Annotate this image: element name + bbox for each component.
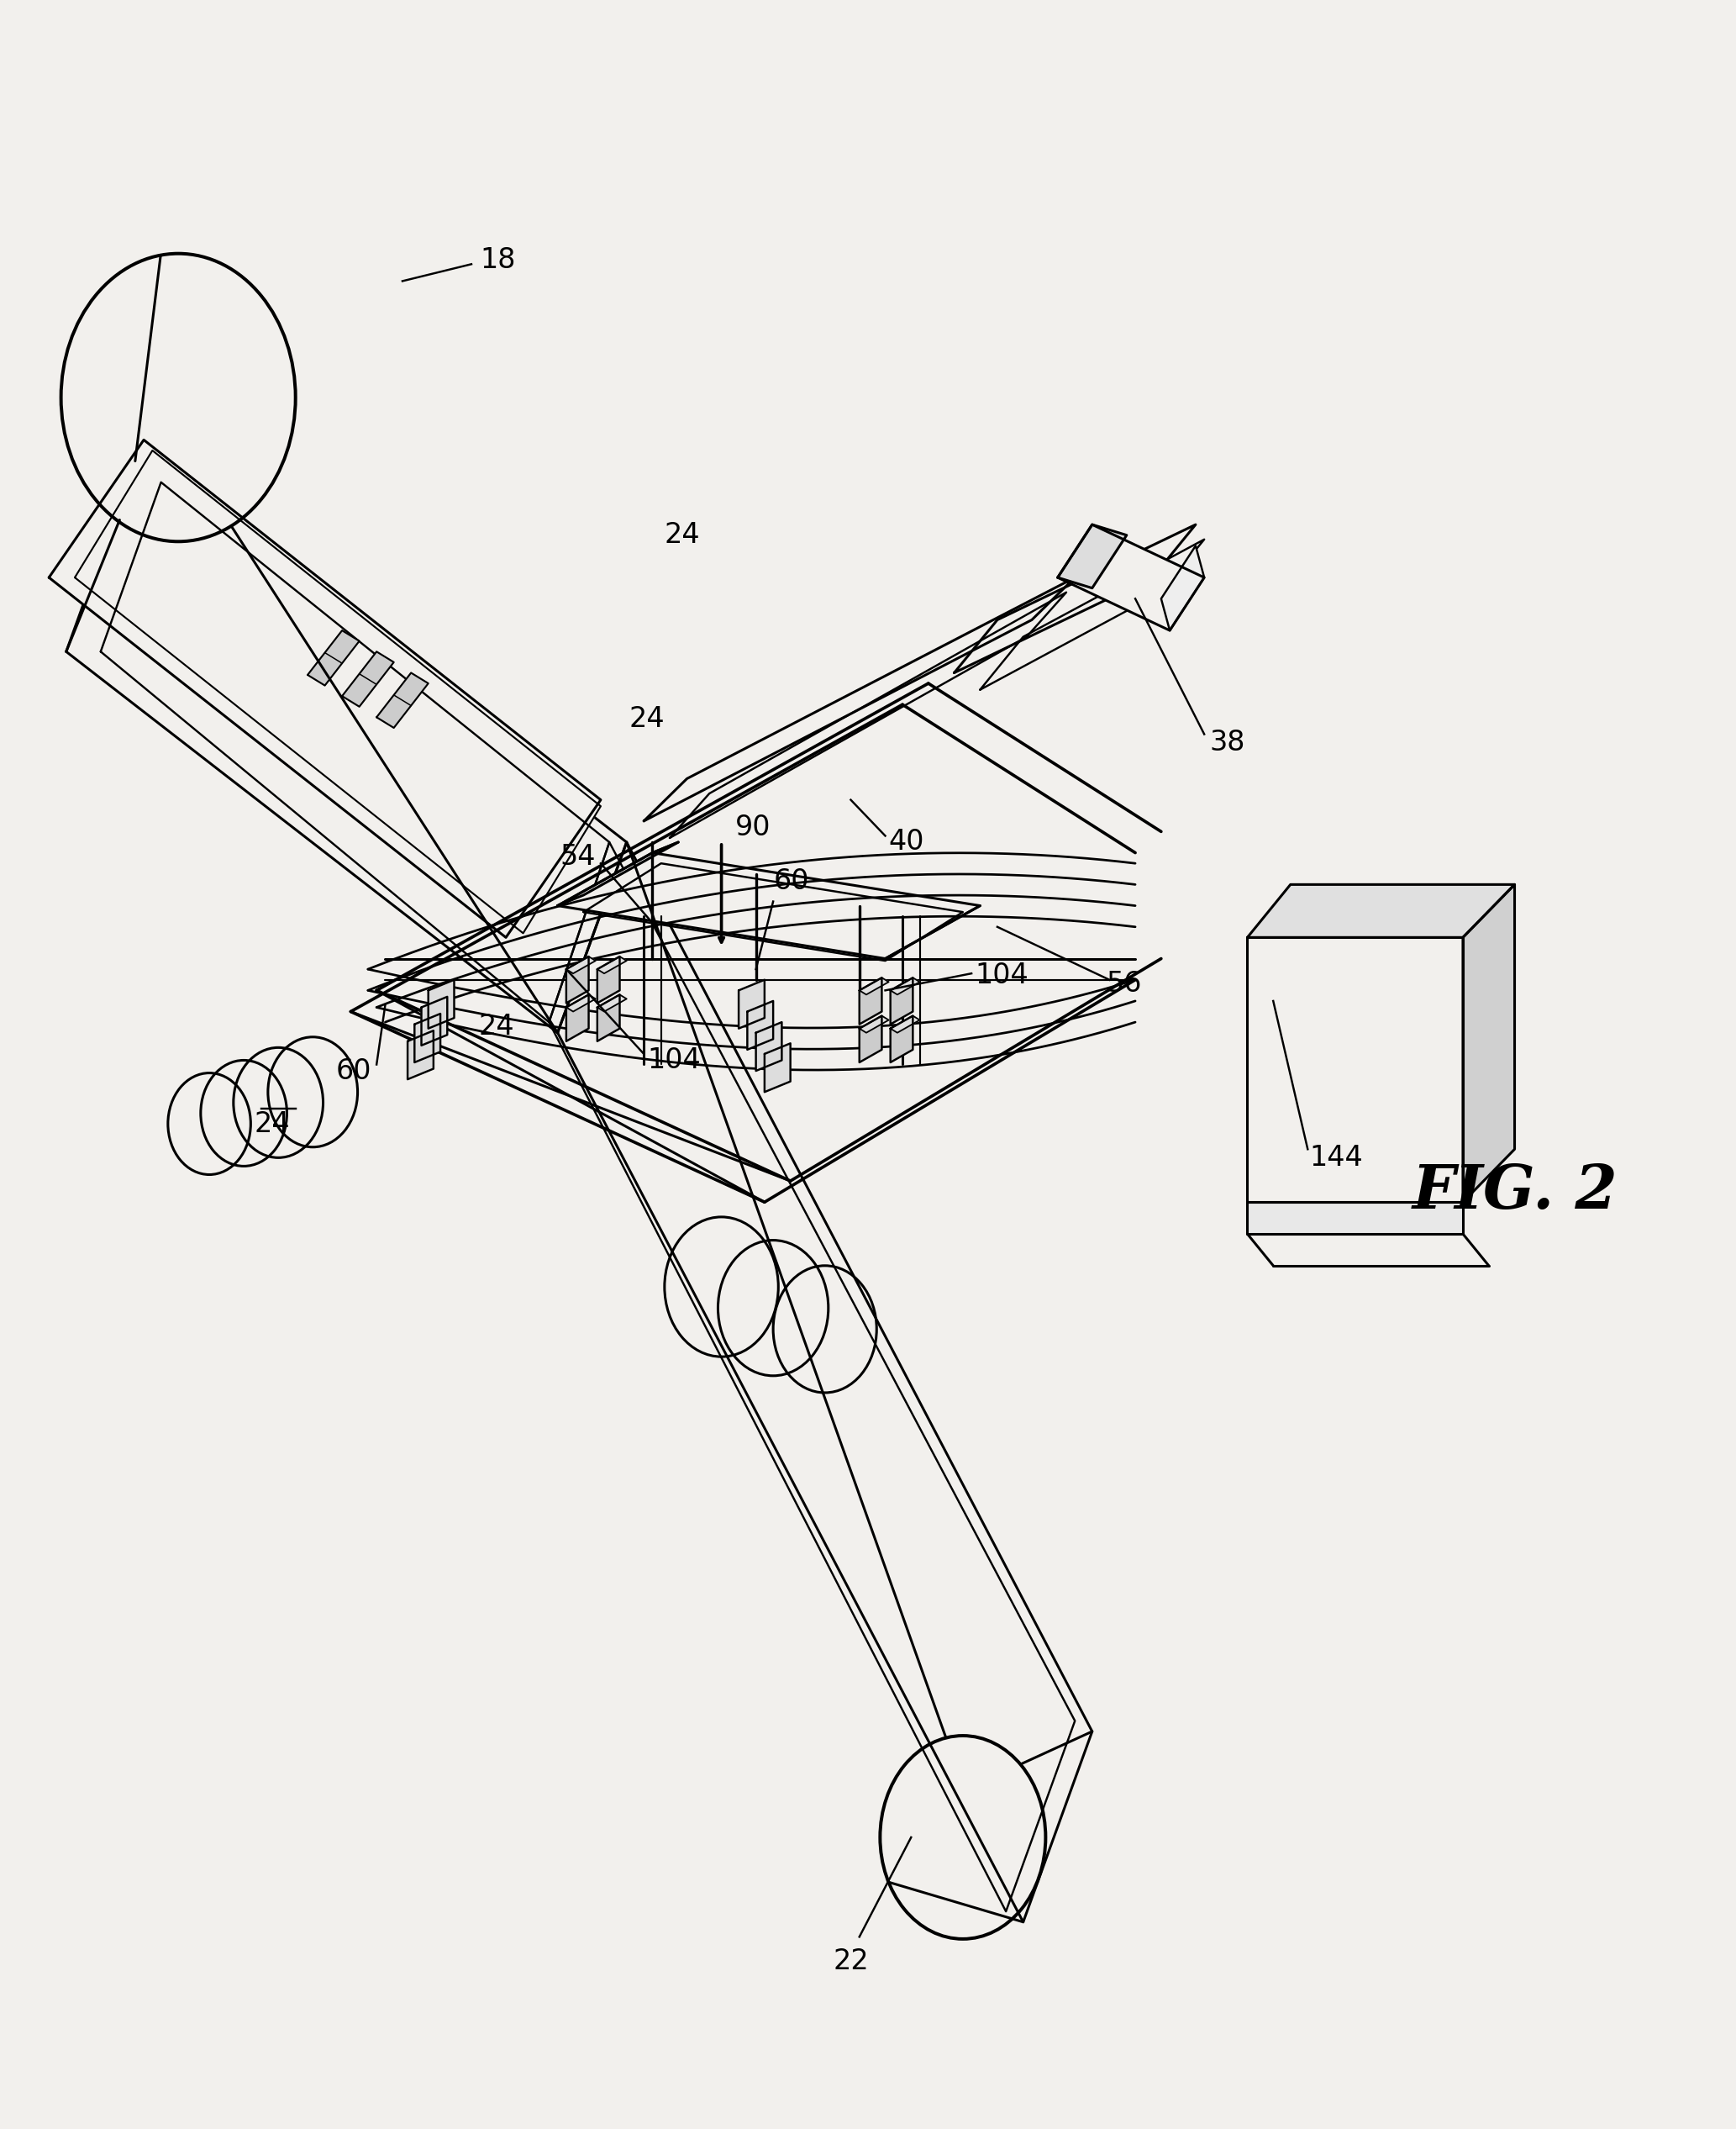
Polygon shape [1463,884,1514,1203]
Polygon shape [566,956,595,973]
Text: 24: 24 [663,522,700,549]
Polygon shape [429,979,455,1028]
Text: 60: 60 [335,1056,372,1084]
Polygon shape [891,977,913,1024]
Text: 104: 104 [976,962,1028,990]
Text: 90: 90 [736,813,771,841]
Polygon shape [566,994,595,1011]
Polygon shape [557,843,1092,1922]
Polygon shape [342,651,394,707]
Text: 24: 24 [255,1109,290,1137]
Polygon shape [1161,545,1205,630]
Polygon shape [415,1013,441,1062]
Polygon shape [755,1022,781,1071]
Polygon shape [597,994,627,1011]
Polygon shape [307,630,359,686]
Polygon shape [764,1043,790,1092]
Polygon shape [859,1016,889,1033]
Polygon shape [557,843,679,905]
Polygon shape [597,956,620,1003]
Text: 54: 54 [559,843,595,871]
Polygon shape [891,1016,920,1033]
Polygon shape [597,956,627,973]
Polygon shape [859,1016,882,1062]
Text: 144: 144 [1309,1143,1363,1171]
Polygon shape [557,854,981,958]
Polygon shape [891,977,920,994]
Polygon shape [1057,524,1127,588]
Text: 56: 56 [1106,971,1142,999]
Text: 24: 24 [628,705,665,732]
Polygon shape [66,462,627,1033]
Polygon shape [597,994,620,1041]
Polygon shape [740,979,764,1028]
Polygon shape [377,673,429,728]
Polygon shape [859,977,882,1024]
Polygon shape [859,977,889,994]
Polygon shape [644,577,1075,822]
Polygon shape [408,1030,434,1079]
Polygon shape [1057,524,1205,630]
Text: 40: 40 [889,828,924,856]
Polygon shape [891,1016,913,1062]
Polygon shape [566,994,589,1041]
Text: 22: 22 [833,1948,868,1976]
Text: 18: 18 [481,247,516,275]
Text: 24: 24 [479,1013,514,1041]
Polygon shape [955,524,1196,673]
Polygon shape [49,441,601,937]
Polygon shape [1248,1203,1463,1235]
Polygon shape [746,1001,773,1050]
Text: FIG. 2: FIG. 2 [1411,1162,1618,1222]
Polygon shape [1248,937,1463,1203]
Text: 38: 38 [1210,728,1245,756]
Text: 104: 104 [648,1045,701,1075]
Polygon shape [566,956,589,1003]
Text: 60: 60 [773,867,809,894]
Polygon shape [422,996,448,1045]
Polygon shape [1248,884,1514,937]
Polygon shape [75,451,601,933]
